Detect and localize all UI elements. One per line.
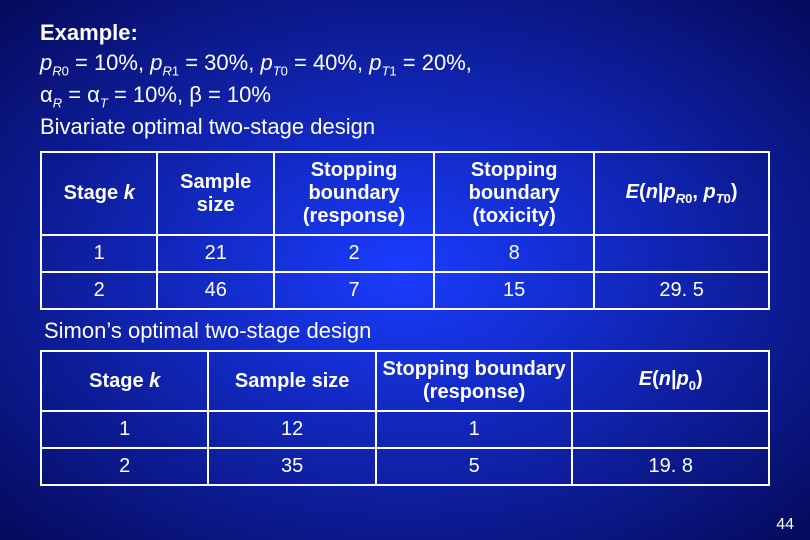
table-header-cell: Stopping boundary (response) — [274, 152, 434, 235]
table-header-cell: Sample size — [208, 351, 375, 411]
table-cell: 29. 5 — [594, 272, 769, 309]
table-header-cell: E(n|p0) — [572, 351, 769, 411]
param-line-2: αR = αT = 10%, β = 10% — [40, 80, 770, 112]
table-header-cell: Stopping boundary (toxicity) — [434, 152, 594, 235]
table-cell: 2 — [41, 272, 157, 309]
table-cell: 1 — [41, 235, 157, 272]
table-header-row: Stage kSample sizeStopping boundary (res… — [41, 351, 769, 411]
table-cell: 2 — [274, 235, 434, 272]
param-line-1: pR0 = 10%, pR1 = 30%, pT0 = 40%, pT1 = 2… — [40, 48, 770, 80]
intro-block: Example: pR0 = 10%, pR1 = 30%, pT0 = 40%… — [40, 18, 770, 141]
table-cell: 7 — [274, 272, 434, 309]
table-cell: 1 — [41, 411, 208, 448]
table-header-row: Stage kSample sizeStopping boundary (res… — [41, 152, 769, 235]
design-label-1: Bivariate optimal two-stage design — [40, 112, 770, 142]
table-row: 24671529. 5 — [41, 272, 769, 309]
page-number: 44 — [776, 516, 794, 534]
table-header-cell: E(n|pR0, pT0) — [594, 152, 769, 235]
table-row: 1121 — [41, 411, 769, 448]
table-cell — [594, 235, 769, 272]
table-cell: 5 — [376, 448, 573, 485]
table-cell: 1 — [376, 411, 573, 448]
simon-table: Stage kSample sizeStopping boundary (res… — [40, 350, 770, 486]
bivariate-table: Stage kSample sizeStopping boundary (res… — [40, 151, 770, 310]
table-cell — [572, 411, 769, 448]
table-header-cell: Sample size — [157, 152, 273, 235]
example-title: Example: — [40, 18, 770, 48]
table-cell: 21 — [157, 235, 273, 272]
table-cell: 8 — [434, 235, 594, 272]
table-row: 235519. 8 — [41, 448, 769, 485]
slide: Example: pR0 = 10%, pR1 = 30%, pT0 = 40%… — [0, 0, 810, 540]
table-cell: 2 — [41, 448, 208, 485]
table-cell: 19. 8 — [572, 448, 769, 485]
table-cell: 12 — [208, 411, 375, 448]
table-cell: 46 — [157, 272, 273, 309]
table-header-cell: Stopping boundary (response) — [376, 351, 573, 411]
table-cell: 15 — [434, 272, 594, 309]
table-header-cell: Stage k — [41, 351, 208, 411]
table-cell: 35 — [208, 448, 375, 485]
table-header-cell: Stage k — [41, 152, 157, 235]
table-row: 12128 — [41, 235, 769, 272]
design-label-2: Simon’s optimal two-stage design — [44, 318, 770, 344]
